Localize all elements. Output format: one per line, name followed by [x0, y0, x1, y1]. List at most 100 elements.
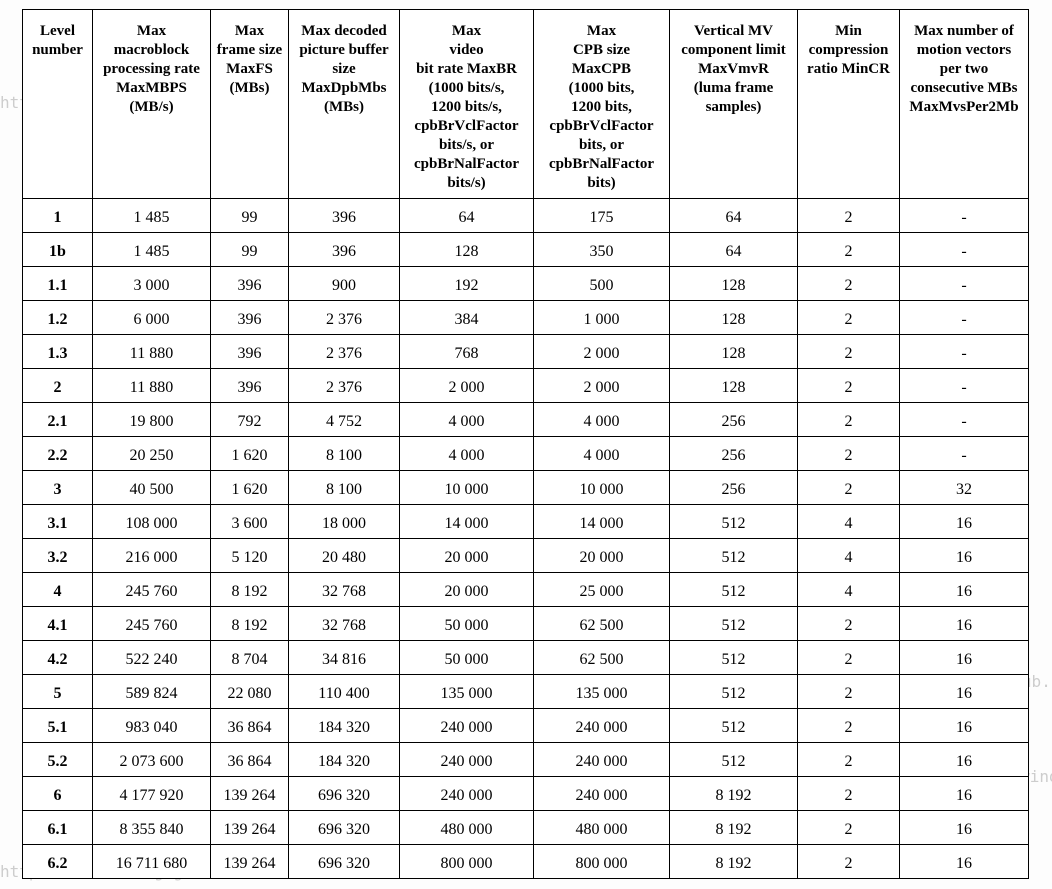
level-number-cell: 4.1	[22, 606, 93, 641]
value-cell: 1 000	[533, 300, 670, 335]
value-cell: 512	[669, 538, 798, 573]
level-number-cell: 5	[22, 674, 93, 709]
value-cell: -	[899, 232, 1029, 267]
value-cell: 16	[899, 674, 1029, 709]
table-row-level-5.1: 5.1 983 040 36 864 184 320 240 000 240 000 512…	[22, 708, 1029, 743]
table-row-level-5: 5 589 824 22 080 110 400 135 000 135 000 512 2 1…	[22, 674, 1029, 709]
value-cell: 512	[669, 572, 798, 607]
table-row-level-2.1: 2.1 19 800 792 4 752 4 000 4 000 256 2-	[22, 402, 1029, 437]
level-number-cell: 1	[22, 198, 93, 233]
value-cell: 216 000	[92, 538, 211, 573]
value-cell: 110 400	[288, 674, 400, 709]
value-cell: 240 000	[399, 742, 534, 777]
value-cell: 8 192	[669, 776, 798, 811]
value-cell: 14 000	[533, 504, 670, 539]
table-row-level-4.2: 4.2 522 240 8 704 34 816 50 000 62 500 512 2 16	[22, 640, 1029, 675]
value-cell: 2	[797, 844, 900, 879]
value-cell: 184 320	[288, 742, 400, 777]
value-cell: 6 000	[92, 300, 211, 335]
value-cell: 175	[533, 198, 670, 233]
value-cell: 20 000	[399, 538, 534, 573]
value-cell: 8 192	[669, 810, 798, 845]
table-row-level-1.1: 1.1 3 000 396 900 192 500 128 2-	[22, 266, 1029, 301]
level-number-cell: 1.2	[22, 300, 93, 335]
value-cell: 396	[210, 300, 289, 335]
table-row-level-5.2: 5.2 2 073 600 36 864 184 320 240 000 240 000 5…	[22, 742, 1029, 777]
value-cell: 128	[669, 266, 798, 301]
value-cell: 2 000	[399, 368, 534, 403]
value-cell: 16	[899, 640, 1029, 675]
value-cell: 240 000	[533, 708, 670, 743]
value-cell: 32 768	[288, 572, 400, 607]
table-row-level-4.1: 4.1 245 760 8 192 32 768 50 000 62 500 512 2 16	[22, 606, 1029, 641]
column-header-5: Max CPB size MaxCPB (1000 bits, 1200 bit…	[533, 9, 670, 199]
h264-level-limits-table: Level number Max macroblock processing ra…	[22, 9, 1029, 879]
value-cell: 589 824	[92, 674, 211, 709]
value-cell: 1 620	[210, 470, 289, 505]
value-cell: 36 864	[210, 708, 289, 743]
value-cell: 16	[899, 572, 1029, 607]
value-cell: -	[899, 334, 1029, 369]
value-cell: 2 000	[533, 334, 670, 369]
value-cell: 4 752	[288, 402, 400, 437]
table-row-level-4: 4 245 760 8 192 32 768 20 000 25 000 512 4 16	[22, 572, 1029, 607]
table-row-level-1.2: 1.2 6 000 396 2 376 384 1 000 128 2-	[22, 300, 1029, 335]
value-cell: 5 120	[210, 538, 289, 573]
value-cell: 8 192	[210, 572, 289, 607]
value-cell: 11 880	[92, 334, 211, 369]
value-cell: 16	[899, 708, 1029, 743]
value-cell: 128	[669, 300, 798, 335]
column-header-0: Level number	[22, 9, 93, 199]
value-cell: 396	[210, 368, 289, 403]
value-cell: 2 073 600	[92, 742, 211, 777]
value-cell: 16	[899, 810, 1029, 845]
table-row-level-3: 3 40 500 1 620 8 100 10 000 10 000 256 2 32	[22, 470, 1029, 505]
value-cell: 20 000	[533, 538, 670, 573]
value-cell: -	[899, 300, 1029, 335]
level-number-cell: 1b	[22, 232, 93, 267]
value-cell: 240 000	[399, 708, 534, 743]
value-cell: 139 264	[210, 810, 289, 845]
value-cell: 2	[797, 402, 900, 437]
value-cell: 139 264	[210, 776, 289, 811]
level-number-cell: 4	[22, 572, 93, 607]
value-cell: 800 000	[533, 844, 670, 879]
value-cell: 245 760	[92, 572, 211, 607]
table-row-level-2.2: 2.2 20 250 1 620 8 100 4 000 4 000 256 2-	[22, 436, 1029, 471]
table-row-level-6.1: 6.1 8 355 840 139 264 696 320 480 000 480 000…	[22, 810, 1029, 845]
table-row-level-1b: 1b 1 485 99 396 128 350 64 2-	[22, 232, 1029, 267]
value-cell: 696 320	[288, 776, 400, 811]
value-cell: 2 376	[288, 300, 400, 335]
value-cell: 2 000	[533, 368, 670, 403]
value-cell: 128	[669, 368, 798, 403]
column-header-8: Max number of motion vectors per two con…	[899, 9, 1029, 199]
value-cell: 108 000	[92, 504, 211, 539]
value-cell: 128	[669, 334, 798, 369]
value-cell: 11 880	[92, 368, 211, 403]
value-cell: 396	[288, 198, 400, 233]
table-row-level-1.3: 1.3 11 880 396 2 376 768 2 000 128 2-	[22, 334, 1029, 369]
value-cell: 8 100	[288, 470, 400, 505]
level-number-cell: 6.1	[22, 810, 93, 845]
value-cell: 4	[797, 504, 900, 539]
value-cell: 240 000	[399, 776, 534, 811]
value-cell: 135 000	[399, 674, 534, 709]
value-cell: 256	[669, 402, 798, 437]
level-number-cell: 3.2	[22, 538, 93, 573]
value-cell: 2	[797, 232, 900, 267]
table-row-level-2: 2 11 880 396 2 376 2 000 2 000 128 2-	[22, 368, 1029, 403]
value-cell: 4 000	[533, 402, 670, 437]
value-cell: 4	[797, 572, 900, 607]
value-cell: 16	[899, 776, 1029, 811]
level-number-cell: 6.2	[22, 844, 93, 879]
column-header-4: Max video bit rate MaxBR (1000 bits/s, 1…	[399, 9, 534, 199]
value-cell: 522 240	[92, 640, 211, 675]
value-cell: 792	[210, 402, 289, 437]
value-cell: 34 816	[288, 640, 400, 675]
value-cell: 1 485	[92, 198, 211, 233]
level-number-cell: 5.2	[22, 742, 93, 777]
value-cell: 900	[288, 266, 400, 301]
level-number-cell: 2.2	[22, 436, 93, 471]
value-cell: 184 320	[288, 708, 400, 743]
